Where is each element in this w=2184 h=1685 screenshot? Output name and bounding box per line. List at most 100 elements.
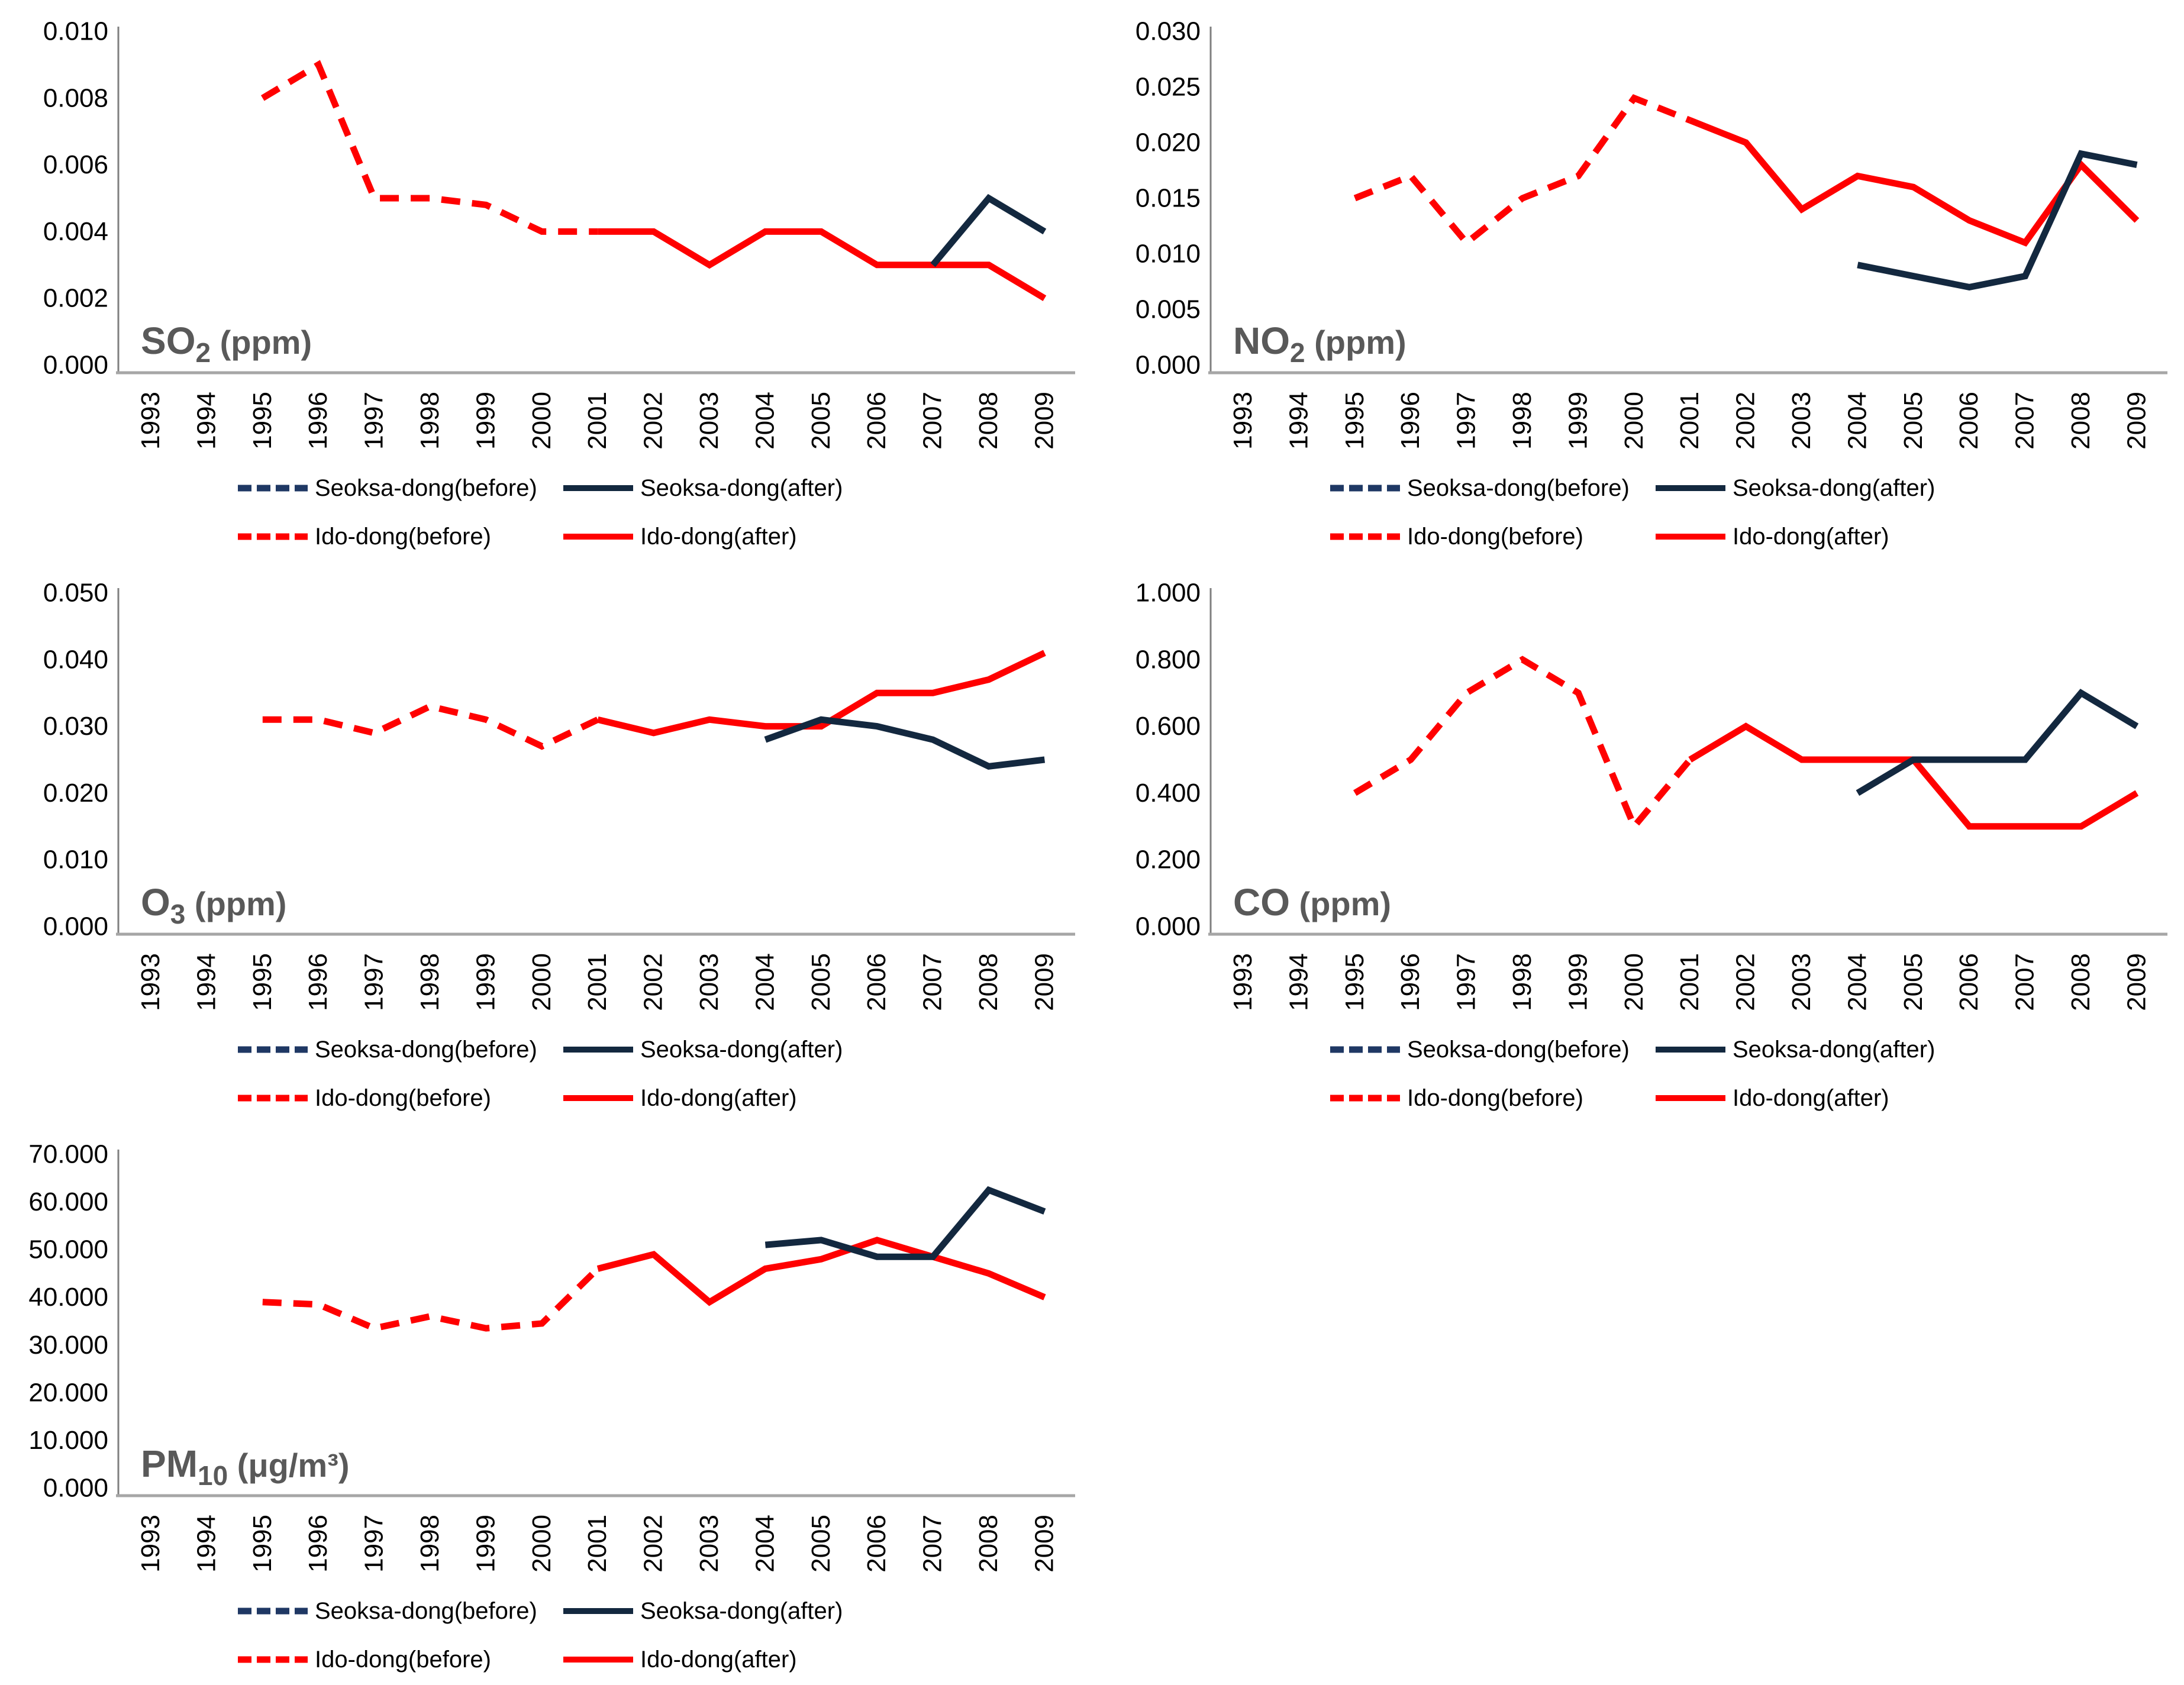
y-tick-label: 50.000: [28, 1235, 108, 1264]
legend-label: Ido-dong(before): [315, 524, 491, 550]
y-tick-label: 0.004: [43, 217, 108, 246]
x-tick-label: 1998: [415, 1515, 444, 1573]
y-tick-label: 0.010: [1135, 240, 1201, 269]
legend-label: Ido-dong(before): [1407, 1085, 1583, 1111]
x-tick-label: 1995: [248, 953, 277, 1011]
y-tick-label: 0.050: [43, 579, 108, 608]
x-tick-label: 1997: [360, 953, 389, 1011]
x-tick-label: 1993: [136, 953, 165, 1011]
x-tick-label: 2008: [974, 953, 1003, 1011]
legend-label: Seoksa-dong(after): [640, 1598, 843, 1624]
legend-label: Seoksa-dong(after): [1733, 1037, 1935, 1063]
co-title: CO (ppm): [1233, 881, 1391, 924]
y-tick-label: 0.000: [43, 351, 108, 380]
x-tick-label: 2008: [974, 1515, 1003, 1573]
x-tick-label: 1994: [1284, 392, 1313, 450]
so2-line-chart: 0.010 0.008 0.006 0.004 0.002 0.000 1993 1994 19…: [43, 17, 1075, 550]
x-tick-label: 2005: [807, 953, 835, 1011]
so2-series-ido-dong-before-: [260, 60, 598, 235]
x-tick-label: 2007: [918, 953, 947, 1011]
y-tick-label: 0.020: [1135, 128, 1201, 157]
legend-label: Ido-dong(after): [640, 1085, 797, 1111]
x-tick-label: 2001: [583, 953, 612, 1011]
x-tick-label: 1993: [1228, 953, 1257, 1011]
o3-series-ido-dong-before-: [262, 702, 599, 750]
x-tick-label: 1998: [415, 953, 444, 1011]
no2-title: NO2 (ppm): [1233, 319, 1406, 368]
x-tick-label: 2004: [750, 953, 779, 1011]
x-tick-label: 2006: [862, 953, 891, 1011]
x-tick-label: 1999: [471, 953, 500, 1011]
y-tick-label: 0.200: [1135, 845, 1201, 874]
x-tick-label: 1997: [1452, 953, 1481, 1011]
x-tick-label: 2000: [527, 392, 556, 450]
so2-series-ido-dong-after-: [598, 228, 1047, 301]
o3-title: O3 (ppm): [141, 881, 286, 929]
x-tick-label: 2006: [1954, 392, 1983, 450]
x-tick-label: 2005: [1899, 953, 1928, 1011]
y-tick-label: 0.600: [1135, 712, 1201, 741]
x-tick-label: 1994: [192, 953, 221, 1011]
y-tick-label: 0.030: [43, 712, 108, 741]
x-tick-label: 2007: [2011, 392, 2040, 450]
y-tick-label: 0.015: [1135, 184, 1201, 213]
x-tick-label: 2000: [1620, 392, 1649, 450]
x-tick-label: 2009: [1030, 1515, 1059, 1573]
x-tick-label: 1996: [1396, 392, 1425, 450]
x-tick-label: 1994: [192, 1515, 221, 1573]
y-tick-label: 0.008: [43, 83, 108, 112]
y-tick-label: 0.030: [1135, 17, 1201, 46]
x-tick-label: 1996: [304, 392, 333, 450]
x-tick-label: 1993: [1228, 392, 1257, 450]
x-tick-label: 2005: [807, 1515, 835, 1573]
co-series-ido-dong-after-: [1688, 722, 2139, 830]
y-tick-label: 20.000: [28, 1378, 108, 1407]
x-tick-label: 1995: [1340, 953, 1369, 1011]
x-tick-label: 2007: [2011, 953, 2040, 1011]
legend-label: Ido-dong(after): [640, 524, 797, 550]
legend-label: Ido-dong(after): [640, 1647, 797, 1673]
x-tick-label: 1997: [360, 392, 389, 450]
x-tick-label: 2002: [639, 392, 668, 450]
y-tick-label: 0.000: [43, 1474, 108, 1503]
x-tick-label: 2006: [862, 1515, 891, 1573]
x-tick-label: 2003: [695, 392, 724, 450]
y-tick-label: 0.040: [43, 645, 108, 674]
pm10-line-chart: 70.000 60.000 50.000 40.000 30.000 20.000 10.0…: [28, 1140, 1075, 1673]
legend-label: Seoksa-dong(before): [315, 1037, 537, 1063]
x-tick-label: 2005: [807, 392, 835, 450]
legend-label: Seoksa-dong(before): [1407, 475, 1630, 501]
x-tick-label: 1993: [136, 1515, 165, 1573]
chart-cell-pm10: 70.000 60.000 50.000 40.000 30.000 20.000 10.0…: [0, 1123, 1092, 1684]
co-line-chart: 1.000 0.800 0.600 0.400 0.200 0.000 1993 1994 19…: [1135, 579, 2167, 1111]
x-tick-label: 2003: [1787, 953, 1816, 1011]
y-tick-label: 0.010: [43, 17, 108, 46]
x-tick-label: 2002: [639, 1515, 668, 1573]
legend-label: Seoksa-dong(after): [640, 1037, 843, 1063]
no2-line-chart: 0.030 0.025 0.020 0.015 0.010 0.005 0.000 1993 1…: [1135, 17, 2167, 550]
x-tick-label: 2000: [527, 953, 556, 1011]
x-tick-label: 1999: [471, 1515, 500, 1573]
x-tick-label: 2008: [2066, 953, 2095, 1011]
x-tick-label: 1999: [1563, 953, 1592, 1011]
legend-label: Ido-dong(before): [1407, 524, 1583, 550]
x-tick-label: 2009: [2122, 392, 2151, 450]
x-tick-label: 1997: [360, 1515, 389, 1573]
no2-series-ido-dong-before-: [1353, 94, 1692, 247]
x-tick-label: 2005: [1899, 392, 1928, 450]
x-tick-label: 1994: [1284, 953, 1313, 1011]
chart-cell-so2: 0.010 0.008 0.006 0.004 0.002 0.000 1993 1994 19…: [0, 0, 1092, 561]
y-tick-label: 70.000: [28, 1140, 108, 1169]
x-tick-label: 2003: [695, 953, 724, 1011]
legend-label: Ido-dong(before): [315, 1647, 491, 1673]
legend-label: Seoksa-dong(before): [315, 1598, 537, 1624]
x-tick-label: 2009: [1030, 953, 1059, 1011]
chart-cell-o3: 0.050 0.040 0.030 0.020 0.010 0.000 1993 1994 19…: [0, 561, 1092, 1123]
o3-series-ido-dong-after-: [596, 650, 1046, 737]
y-tick-label: 60.000: [28, 1187, 108, 1216]
y-tick-label: 40.000: [28, 1283, 108, 1312]
co-series-ido-dong-before-: [1353, 656, 1693, 833]
legend-label: Ido-dong(before): [315, 1085, 491, 1111]
x-tick-label: 1999: [1563, 392, 1592, 450]
x-tick-label: 1998: [1508, 392, 1537, 450]
